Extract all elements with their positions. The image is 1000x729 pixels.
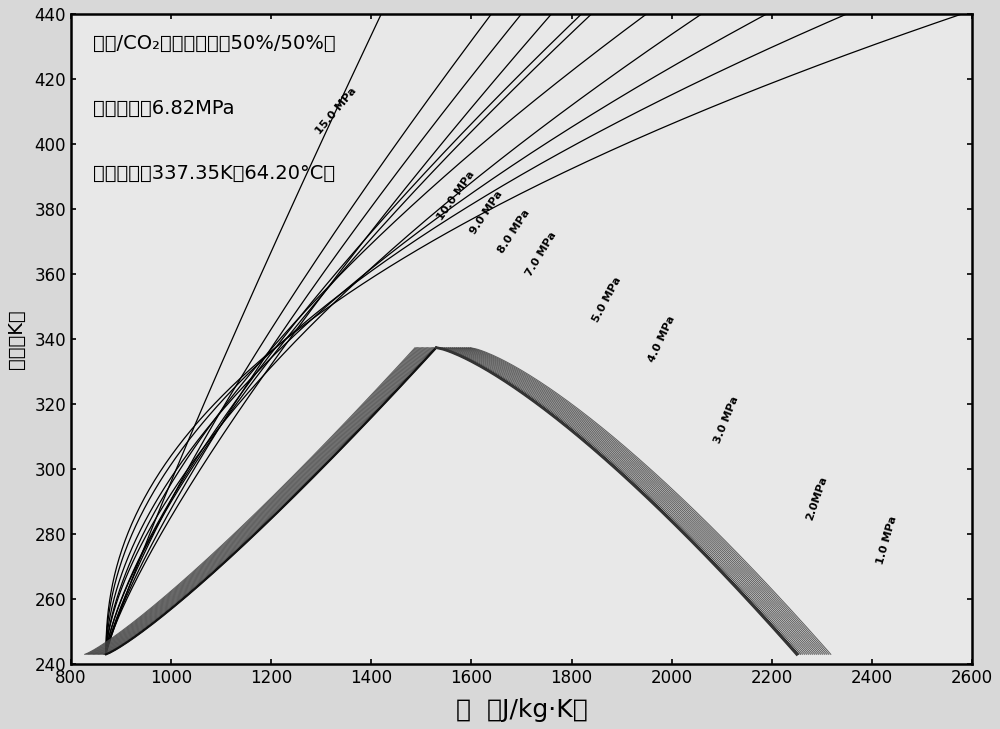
Text: 2.0MPa: 2.0MPa <box>805 475 829 522</box>
Text: 8.0 MPa: 8.0 MPa <box>496 208 532 255</box>
Text: 5.0 MPa: 5.0 MPa <box>590 276 623 324</box>
Text: 10.0 MPa: 10.0 MPa <box>436 170 477 222</box>
Text: 丙烷/CO₂（质量分数：50%/50%）: 丙烷/CO₂（质量分数：50%/50%） <box>93 34 336 52</box>
Text: 15.0 MPa: 15.0 MPa <box>314 86 359 137</box>
X-axis label: 熵  （J/kg·K）: 熵 （J/kg·K） <box>456 698 587 722</box>
Text: 9.0 MPa: 9.0 MPa <box>468 189 505 235</box>
Text: 临界温度为337.35K（64.20°C）: 临界温度为337.35K（64.20°C） <box>93 163 336 182</box>
Text: 1.0 MPa: 1.0 MPa <box>875 515 899 566</box>
Text: 3.0 MPa: 3.0 MPa <box>713 395 741 445</box>
Text: 临界压力为6.82MPa: 临界压力为6.82MPa <box>93 98 235 117</box>
Text: 4.0 MPa: 4.0 MPa <box>647 314 677 364</box>
Y-axis label: 温度（K）: 温度（K） <box>7 309 26 369</box>
Text: 7.0 MPa: 7.0 MPa <box>524 230 559 278</box>
